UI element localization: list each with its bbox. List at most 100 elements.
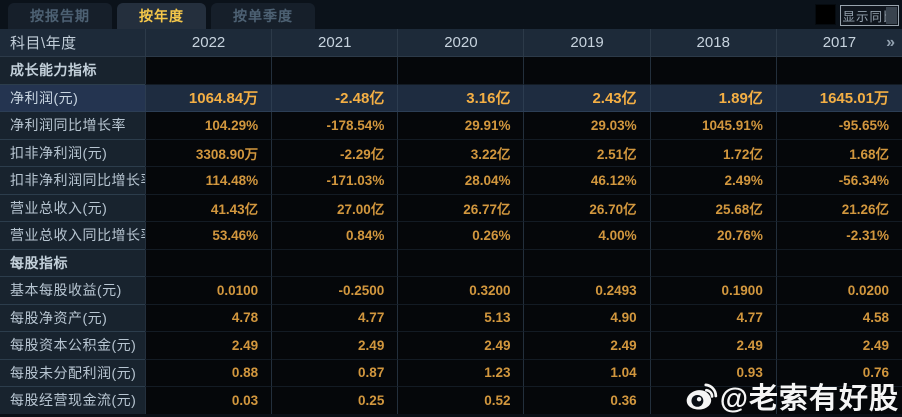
table-row[interactable]: 每股指标 bbox=[0, 249, 902, 277]
cell-value: 28.04% bbox=[397, 167, 524, 195]
cell-value: 2.49% bbox=[649, 167, 776, 195]
cell-value: -178.54% bbox=[271, 112, 398, 140]
cell-value: 0.87 bbox=[271, 359, 398, 387]
cell-value: 0.52 bbox=[397, 387, 524, 414]
cell-value: 4.77 bbox=[649, 304, 776, 332]
financial-indicators-table: 科目\年度 2022 2021 2020 2019 2018 2017 » 成长能力指标 净利润(… bbox=[0, 29, 902, 414]
cell-value: 0.84% bbox=[271, 222, 398, 250]
cell-value bbox=[523, 249, 650, 277]
cell-value: 0.88 bbox=[145, 359, 272, 387]
cell-value: 0.0100 bbox=[145, 277, 272, 305]
cell-value: 26.70亿 bbox=[523, 194, 650, 222]
cell-value bbox=[775, 249, 902, 277]
cell-value: 2.49 bbox=[775, 332, 902, 360]
cell-value: 20.76% bbox=[649, 222, 776, 250]
more-years-icon[interactable]: » bbox=[886, 33, 895, 51]
row-label: 扣非净利润同比增长率 bbox=[0, 167, 155, 195]
cell-value: 3.22亿 bbox=[397, 139, 524, 167]
row-label: 净利润同比增长率 bbox=[0, 112, 145, 140]
cell-value: 2.43亿 bbox=[523, 84, 650, 112]
cell-value bbox=[523, 57, 650, 85]
row-label: 净利润(元) bbox=[0, 84, 145, 112]
year-header: 2021 bbox=[271, 29, 398, 57]
cell-value: 1.68亿 bbox=[775, 139, 902, 167]
show-yoy-label: 显示同比 bbox=[842, 10, 897, 24]
cell-value bbox=[271, 57, 398, 85]
cell-value: 29.91% bbox=[397, 112, 524, 140]
cell-value: -2.31% bbox=[775, 222, 902, 250]
cell-value: 0.36 bbox=[523, 387, 650, 414]
cell-value: 2.51亿 bbox=[523, 139, 650, 167]
row-label: 每股指标 bbox=[0, 249, 145, 277]
cell-value bbox=[775, 57, 902, 85]
tab-single-quarter[interactable]: 按单季度 bbox=[211, 3, 315, 29]
row-label: 成长能力指标 bbox=[0, 57, 145, 85]
cell-value bbox=[649, 387, 776, 414]
year-label: 2017 bbox=[822, 34, 857, 51]
cell-value: 4.00% bbox=[523, 222, 650, 250]
table-header-row: 科目\年度 2022 2021 2020 2019 2018 2017 » bbox=[0, 29, 902, 57]
table-row[interactable]: 净利润同比增长率 104.29% -178.54% 29.91% 29.03% 1045.… bbox=[0, 112, 902, 140]
table-row[interactable]: 每股经营现金流(元) 0.03 0.25 0.52 0.36 bbox=[0, 387, 902, 414]
cell-value bbox=[397, 249, 524, 277]
cell-value: 2.49 bbox=[271, 332, 398, 360]
cell-value: 4.77 bbox=[271, 304, 398, 332]
cell-value: 1.04 bbox=[523, 359, 650, 387]
table-row[interactable]: 每股净资产(元) 4.78 4.77 5.13 4.90 4.77 4.58 bbox=[0, 304, 902, 332]
table-row[interactable]: 每股资本公积金(元) 2.49 2.49 2.49 2.49 2.49 2.49 bbox=[0, 332, 902, 360]
table-row[interactable]: 扣非净利润(元) 3308.90万 -2.29亿 3.22亿 2.51亿 1.72亿 1.6… bbox=[0, 139, 902, 167]
cell-value: 104.29% bbox=[145, 112, 272, 140]
year-header: 2018 bbox=[649, 29, 776, 57]
table-row[interactable]: 成长能力指标 bbox=[0, 57, 902, 85]
year-label: 2018 bbox=[696, 34, 730, 51]
cell-value: 2.49 bbox=[145, 332, 272, 360]
show-yoy-checkbox[interactable] bbox=[815, 4, 836, 25]
row-label: 每股资本公积金(元) bbox=[0, 332, 145, 360]
tab-annual[interactable]: 按年度 bbox=[117, 3, 206, 29]
cell-value: 21.26亿 bbox=[775, 194, 902, 222]
year-label: 2019 bbox=[570, 34, 604, 51]
cell-value: -2.48亿 bbox=[271, 84, 398, 112]
table-row[interactable]: 基本每股收益(元) 0.0100 -0.2500 0.3200 0.2493 0.1900… bbox=[0, 277, 902, 305]
table-row[interactable]: 每股未分配利润(元) 0.88 0.87 1.23 1.04 0.93 0.76 bbox=[0, 359, 902, 387]
cell-value: 2.49 bbox=[649, 332, 776, 360]
year-header: 2022 bbox=[145, 29, 272, 57]
table-row[interactable]: 营业总收入(元) 41.43亿 27.00亿 26.77亿 26.70亿 25.68亿 21… bbox=[0, 194, 902, 222]
year-header: 2019 bbox=[523, 29, 650, 57]
cell-value: 25.68亿 bbox=[649, 194, 776, 222]
cell-value: 1.23 bbox=[397, 359, 524, 387]
row-label: 扣非净利润(元) bbox=[0, 139, 145, 167]
show-yoy-inset bbox=[886, 7, 897, 24]
show-yoy-toggle[interactable]: 显示同比 bbox=[840, 5, 899, 26]
cell-value: 0.0200 bbox=[775, 277, 902, 305]
year-label: 2022 bbox=[191, 34, 226, 51]
cell-value bbox=[775, 387, 902, 414]
tab-report-period[interactable]: 按报告期 bbox=[8, 3, 112, 29]
cell-value bbox=[649, 249, 776, 277]
row-label: 营业总收入同比增长率 bbox=[0, 222, 155, 250]
cell-value bbox=[649, 57, 776, 85]
cell-value: 2.49 bbox=[523, 332, 650, 360]
cell-value: 0.1900 bbox=[649, 277, 776, 305]
cell-value: -171.03% bbox=[271, 167, 398, 195]
cell-value: 0.26% bbox=[397, 222, 524, 250]
table-row[interactable]: 净利润(元) 1064.84万 -2.48亿 3.16亿 2.43亿 1.89亿 1645.… bbox=[0, 84, 902, 112]
cell-value: 1645.01万 bbox=[775, 84, 902, 112]
cell-value: -2.29亿 bbox=[271, 139, 398, 167]
cell-value bbox=[145, 57, 272, 85]
cell-value: 4.90 bbox=[523, 304, 650, 332]
table-row[interactable]: 营业总收入同比增长率 53.46% 0.84% 0.26% 4.00% 20.76% -2.… bbox=[0, 222, 902, 250]
cell-value: 0.76 bbox=[775, 359, 902, 387]
year-label: 2021 bbox=[318, 34, 352, 51]
row-label: 营业总收入(元) bbox=[0, 194, 145, 222]
cell-value: 4.58 bbox=[775, 304, 902, 332]
table-row[interactable]: 扣非净利润同比增长率 114.48% -171.03% 28.04% 46.12% 2.4… bbox=[0, 167, 902, 195]
row-label: 每股未分配利润(元) bbox=[0, 359, 145, 387]
corner-header: 科目\年度 bbox=[0, 29, 145, 57]
cell-value: 1.72亿 bbox=[649, 139, 776, 167]
row-label: 每股净资产(元) bbox=[0, 304, 145, 332]
cell-value: 2.49 bbox=[397, 332, 524, 360]
cell-value: 1064.84万 bbox=[145, 84, 272, 112]
cell-value: 46.12% bbox=[523, 167, 650, 195]
cell-value: 0.2493 bbox=[523, 277, 650, 305]
